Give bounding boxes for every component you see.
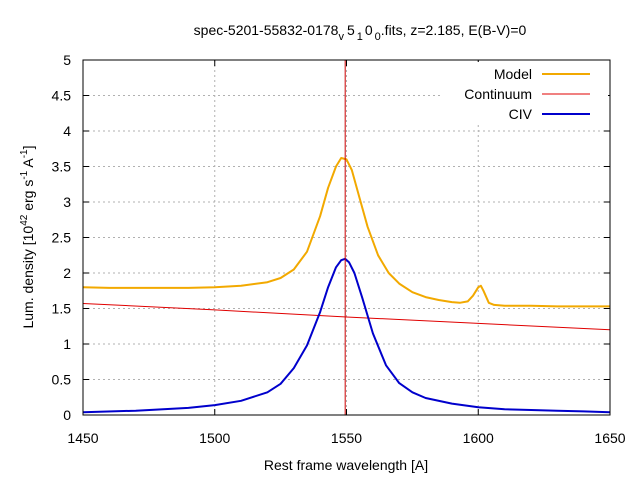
title-mid2: 0 [365,22,373,38]
x-tick-label: 1500 [199,430,230,446]
series-line-continuum [82,303,611,331]
legend: Model Continuum CIV [440,62,608,124]
x-tick-label: 1450 [67,430,98,446]
legend-label-continuum: Continuum [464,86,532,102]
ylabel-exp3: -1 [19,149,30,158]
y-axis-label: Lum. density [1042 erg s-1 A-1] [19,145,36,328]
legend-label-civ: CIV [509,106,533,122]
series-line-civ [82,257,611,414]
title-main: spec-5201-55832-0178 [194,22,339,38]
ylabel-part3: A [20,158,36,171]
y-tick-label: 3.5 [52,159,72,175]
y-tick-label: 2.5 [52,230,72,246]
ylabel-exp2: -1 [19,170,30,179]
y-tick-label: 0 [63,407,71,423]
grid [83,60,610,415]
chart-title: spec-5201-55832-0178v 5 1 0 0.fits, z=2.185,… [194,22,527,43]
title-sub1: 1 [357,31,363,43]
x-tick-label: 1600 [463,430,494,446]
legend-label-model: Model [494,66,532,82]
axis-ticks: 1450 1500 1550 1600 1650 0 0.5 1 1.5 2 2.5 3 3.5 4 4.5… [52,52,626,446]
y-tick-label: 4 [63,123,71,139]
ylabel-part4: ] [20,145,36,149]
y-tick-label: 5 [63,52,71,68]
y-tick-label: 3 [63,194,71,210]
title-sub: v [338,31,344,43]
x-tick-label: 1550 [331,430,362,446]
series-layer [82,157,611,414]
ylabel-part2: erg s [20,180,36,215]
y-tick-label: 1.5 [52,301,72,317]
y-tick-label: 1 [63,336,71,352]
ylabel-part1: Lum. density [10 [20,226,36,329]
y-tick-label: 0.5 [52,372,72,388]
title-sub2: 0 [375,31,381,43]
title-tail: .fits, z=2.185, E(B-V)=0 [381,22,527,38]
y-tick-label: 4.5 [52,88,72,104]
title-mid1: 5 [347,22,355,38]
x-tick-label: 1650 [594,430,625,446]
y-tick-label: 2 [63,265,71,281]
ylabel-exp1: 42 [19,214,30,226]
x-axis-label: Rest frame wavelength [A] [264,457,428,473]
series-line-model [82,157,610,308]
